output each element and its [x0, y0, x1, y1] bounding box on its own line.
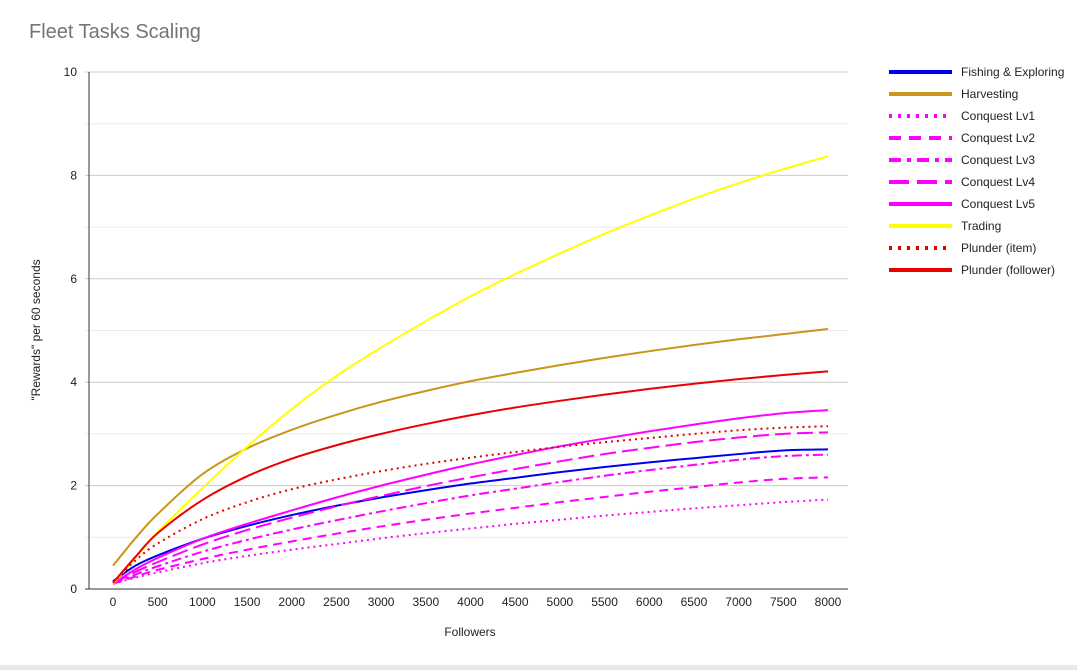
y-tick-label: 4 [70, 375, 77, 389]
legend-label: Conquest Lv3 [961, 153, 1035, 167]
legend-label: Harvesting [961, 87, 1018, 101]
legend-label: Conquest Lv4 [961, 175, 1035, 189]
x-tick-label: 2000 [278, 595, 305, 609]
bottom-scroll-divider [0, 665, 1077, 670]
x-tick-label: 8000 [815, 595, 842, 609]
y-tick-label: 8 [70, 168, 77, 182]
x-tick-label: 5000 [547, 595, 574, 609]
legend-label: Fishing & Exploring [961, 65, 1064, 79]
x-tick-label: 7500 [770, 595, 797, 609]
y-tick-label: 0 [70, 582, 77, 596]
legend-label: Conquest Lv5 [961, 197, 1035, 211]
x-tick-label: 3000 [368, 595, 395, 609]
y-tick-label: 2 [70, 479, 77, 493]
y-axis-label: "Rewards" per 60 seconds [29, 259, 43, 400]
legend-label: Plunder (item) [961, 241, 1036, 255]
series-line-7 [112, 155, 829, 585]
series-line-1 [112, 327, 829, 567]
x-tick-label: 6500 [681, 595, 708, 609]
x-axis-label: Followers [444, 625, 495, 639]
series-line-0 [112, 448, 829, 583]
series-line-2 [112, 498, 829, 585]
x-tick-label: 1500 [234, 595, 261, 609]
x-tick-label: 3500 [412, 595, 439, 609]
series-lines [112, 155, 829, 585]
legend-label: Conquest Lv1 [961, 109, 1035, 123]
legend-label: Trading [961, 219, 1001, 233]
x-tick-label: 6000 [636, 595, 663, 609]
series-line-8 [112, 425, 829, 584]
legend-label: Conquest Lv2 [961, 131, 1035, 145]
legend: Fishing & Exploring Harvesting Conquest Lv… [889, 65, 1064, 277]
series-line-4 [112, 453, 829, 585]
y-tick-label: 10 [64, 65, 78, 79]
x-tick-label: 500 [148, 595, 168, 609]
legend-label: Plunder (follower) [961, 263, 1055, 277]
y-tick-label: 6 [70, 272, 77, 286]
x-tick-label: 4500 [502, 595, 529, 609]
axes: 0 2 4 6 8 10 0 500 1000 1500 2000 2500 3000 3500 4000 4… [64, 65, 842, 609]
chart-title: Fleet Tasks Scaling [29, 21, 201, 43]
series-line-5 [112, 431, 829, 585]
series-line-3 [112, 476, 829, 585]
x-tick-label: 7000 [725, 595, 752, 609]
grid-lines [85, 71, 848, 590]
x-tick-label: 4000 [457, 595, 484, 609]
series-line-9 [112, 370, 829, 584]
x-tick-label: 5500 [591, 595, 618, 609]
x-tick-label: 2500 [323, 595, 350, 609]
x-tick-label: 1000 [189, 595, 216, 609]
series-line-6 [112, 409, 829, 585]
x-tick-label: 0 [110, 595, 117, 609]
